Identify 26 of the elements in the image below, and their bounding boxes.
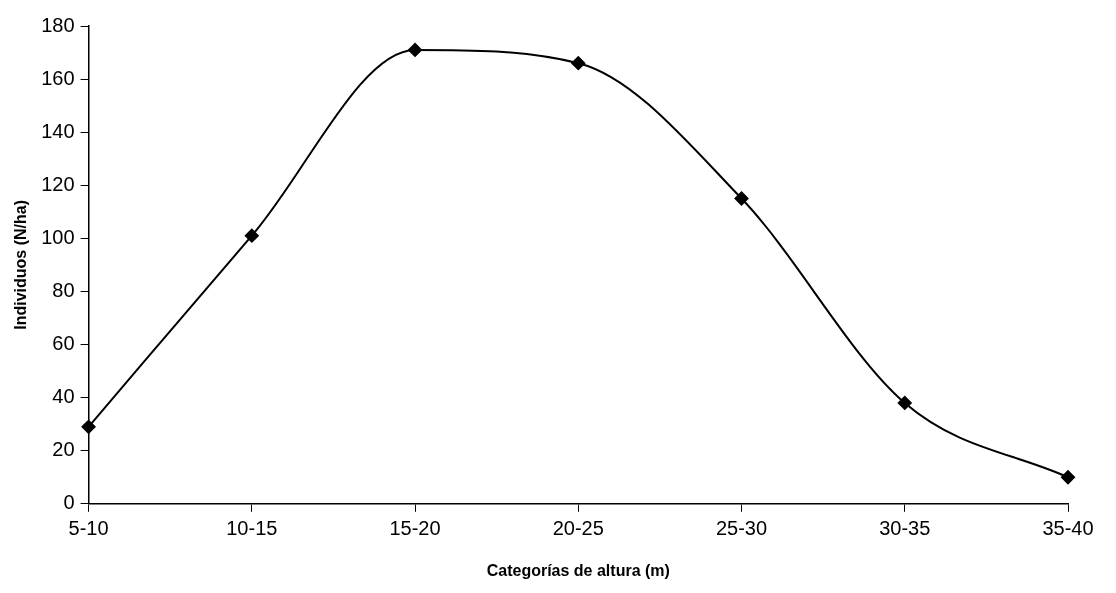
y-tick-label: 180 <box>41 13 75 36</box>
x-tick-label: 35-40 <box>1042 517 1094 540</box>
x-tick-label: 5-10 <box>68 517 109 540</box>
y-tick-label: 80 <box>52 278 75 301</box>
y-tick-label: 100 <box>41 225 75 248</box>
y-tick-label: 60 <box>52 332 75 355</box>
x-tick-label: 20-25 <box>552 517 604 540</box>
y-tick-label: 160 <box>41 66 75 89</box>
x-tick-label: 15-20 <box>389 517 441 540</box>
y-tick-label: 0 <box>63 491 75 514</box>
point <box>408 42 423 57</box>
x-axis-title: Categorías de altura (m) <box>486 561 670 579</box>
y-tick-label: 20 <box>52 438 75 461</box>
y-tick-label: 120 <box>41 172 75 195</box>
x-tick-label: 25-30 <box>715 517 768 540</box>
point <box>244 228 259 243</box>
y-tick-label: 40 <box>52 385 75 408</box>
x-tick-label: 10-15 <box>226 517 278 540</box>
y-tick-label: 140 <box>41 119 75 142</box>
point <box>1061 470 1075 485</box>
point <box>734 191 749 206</box>
point <box>897 395 912 410</box>
point <box>81 419 96 434</box>
x-tick-label: 30-35 <box>879 517 931 540</box>
y-axis-title: Individuos (N/ha) <box>12 200 30 330</box>
point <box>571 56 586 71</box>
